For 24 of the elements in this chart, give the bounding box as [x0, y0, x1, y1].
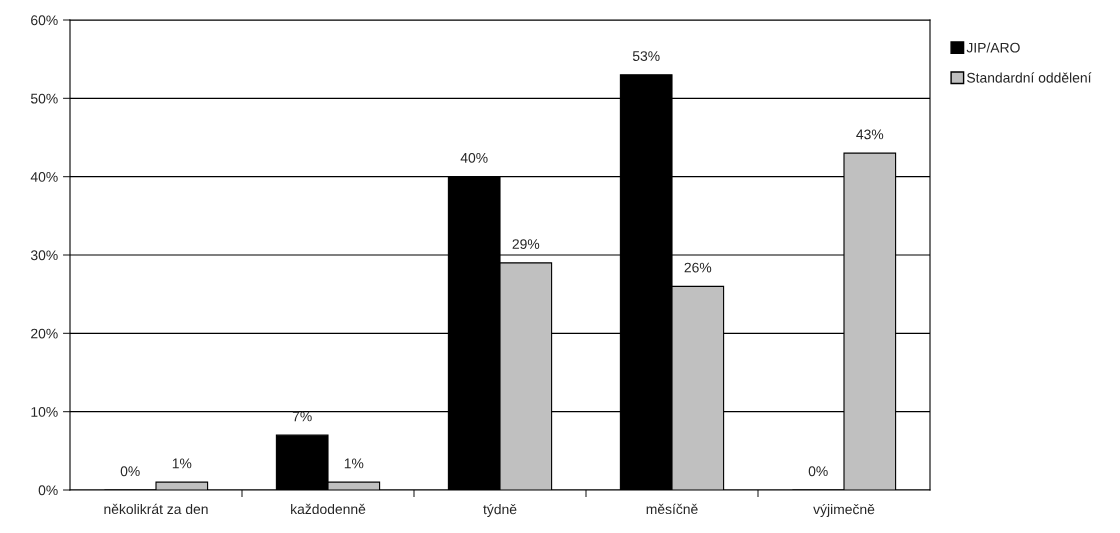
y-tick-label: 0%: [38, 485, 58, 496]
data-label: 26%: [684, 262, 712, 273]
data-label: 0%: [120, 466, 140, 477]
data-label: 40%: [460, 152, 488, 163]
legend-label: Standardní oddělení: [967, 72, 1092, 83]
data-label: 53%: [632, 51, 660, 61]
data-label: 0%: [808, 466, 828, 477]
y-tick-label: 40%: [30, 172, 58, 182]
data-label: 1%: [344, 458, 364, 469]
data-label: 29%: [512, 239, 540, 249]
legend-label: JIP/ARO: [966, 42, 1020, 53]
x-tick-label: výjimečně: [813, 503, 875, 517]
y-tick-label: 60%: [31, 15, 58, 26]
x-tick-label: měsíčně: [646, 503, 698, 515]
y-tick-label: 10%: [31, 407, 58, 417]
data-label: 1%: [172, 458, 192, 469]
y-tick-label: 50%: [30, 93, 58, 104]
y-tick-label: 30%: [30, 250, 58, 261]
data-label: 7%: [292, 411, 312, 422]
x-tick-label: každodenně: [291, 503, 366, 515]
x-tick-label: týdně: [483, 503, 517, 517]
y-tick-label: 20%: [31, 328, 58, 339]
x-tick-label: několikrát za den: [104, 503, 208, 515]
data-label: 43%: [856, 129, 884, 140]
